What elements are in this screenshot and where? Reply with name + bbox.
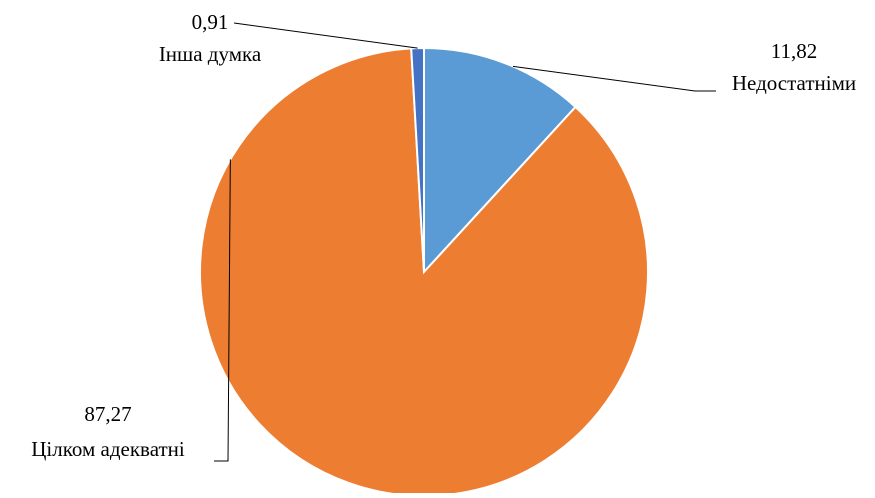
leader-line-2: [214, 159, 231, 462]
pie-slices: [199, 46, 649, 497]
pie-slice-1: [423, 46, 577, 275]
pie-labels: 11,82 Недостатніми 87,27 Цілком адекватні 0,…: [31, 10, 856, 462]
slice-category-label-2: Цілком адекватні: [31, 437, 185, 461]
slice-value-label-2: 87,27: [84, 402, 131, 426]
pie-slice-2: [199, 47, 649, 497]
slice-value-label-1: 11,82: [771, 39, 817, 63]
leader-line-1: [512, 65, 716, 92]
slice-category-label-3: Інша думка: [159, 42, 262, 66]
leader-line-3: [233, 22, 418, 49]
slice-category-label-1: Недостатніми: [732, 71, 856, 95]
slice-value-label-3: 0,91: [192, 10, 229, 34]
